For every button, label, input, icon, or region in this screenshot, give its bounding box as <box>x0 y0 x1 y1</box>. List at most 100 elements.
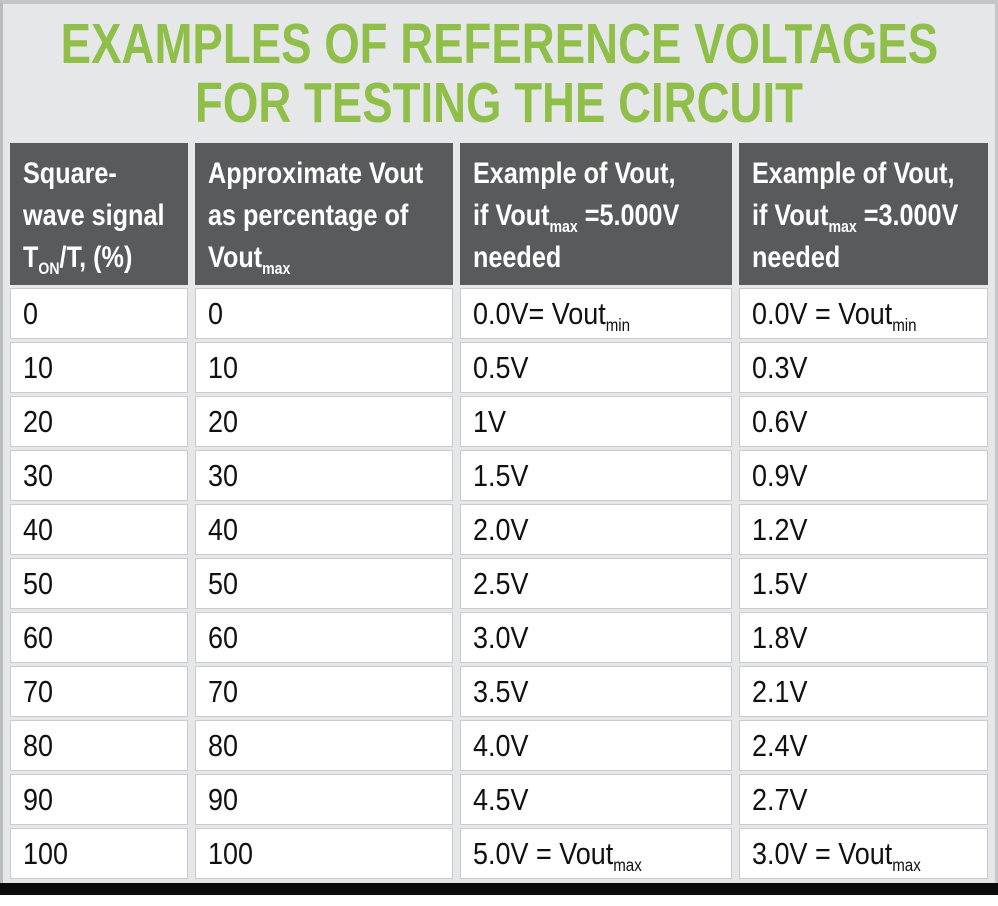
subscript: max <box>549 217 578 237</box>
table-cell: 0.6V <box>739 396 988 447</box>
column-header-4: Example of Vout, if Voutmax =3.000V needed <box>739 143 988 285</box>
subscript: min <box>892 314 917 335</box>
cell-text: 0.6V <box>752 403 808 439</box>
table-cell: 0.3V <box>739 342 988 393</box>
table-cell: 3.0V = Voutmax <box>739 828 988 879</box>
cell-text: 90 <box>208 781 239 817</box>
cell-text: 100 <box>23 835 69 871</box>
cell-text: 5.0V = Voutmax <box>473 835 642 875</box>
table-figure-frame: EXAMPLES OF REFERENCE VOLTAGES FOR TESTI… <box>0 0 998 883</box>
cell-text: 2.1V <box>752 673 808 709</box>
header-row: Square-wave signal TON/T, (%) Approximate … <box>10 143 988 285</box>
table-cell: 5.0V = Voutmax <box>460 828 732 879</box>
cell-text: 30 <box>23 457 54 493</box>
table-cell: 1V <box>460 396 732 447</box>
cell-text: 50 <box>23 565 54 601</box>
table-cell: 50 <box>10 558 188 609</box>
table-cell: 0.5V <box>460 342 732 393</box>
cell-text: 1V <box>473 403 506 439</box>
table-cell: 100 <box>10 828 188 879</box>
cell-text: 0 <box>208 295 224 331</box>
table-row: 30 30 1.5V 0.9V <box>10 450 988 501</box>
table-cell: 2.1V <box>739 666 988 717</box>
table-cell: 2.7V <box>739 774 988 825</box>
bottom-bar <box>0 883 998 895</box>
cell-text: 1.8V <box>752 619 808 655</box>
table-row: 20 20 1V 0.6V <box>10 396 988 447</box>
table-row: 10 10 0.5V 0.3V <box>10 342 988 393</box>
table-cell: 20 <box>10 396 188 447</box>
table-cell: 1.8V <box>739 612 988 663</box>
table-cell: 30 <box>10 450 188 501</box>
table-body: 0 0 0.0V= Voutmin 0.0V = Voutmin 10 10 0.5V 0.3… <box>10 288 988 879</box>
cell-text: 80 <box>208 727 239 763</box>
cell-text: 0.5V <box>473 349 529 385</box>
table-cell: 60 <box>195 612 453 663</box>
cell-text: Approximate Vout as percentage of Voutmax <box>208 157 424 279</box>
table-cell: 50 <box>195 558 453 609</box>
table-row: 100 100 5.0V = Voutmax 3.0V = Voutmax <box>10 828 988 879</box>
cell-text: 60 <box>208 619 239 655</box>
table-cell: 70 <box>10 666 188 717</box>
cell-text: 4.0V <box>473 727 529 763</box>
column-header-2: Approximate Vout as percentage of Voutmax <box>195 143 453 285</box>
table-cell: 4.5V <box>460 774 732 825</box>
cell-text: 40 <box>208 511 239 547</box>
table-cell: 0.9V <box>739 450 988 501</box>
cell-text: 20 <box>23 403 54 439</box>
table-cell: 2.0V <box>460 504 732 555</box>
table-cell: 1.5V <box>460 450 732 501</box>
subscript: ON <box>38 259 60 279</box>
cell-text: 0.0V = Voutmin <box>752 295 917 335</box>
table-cell: 0.0V = Voutmin <box>739 288 988 339</box>
cell-text: 2.4V <box>752 727 808 763</box>
figure-title-line-1: EXAMPLES OF REFERENCE VOLTAGES <box>60 12 938 76</box>
table-row: 0 0 0.0V= Voutmin 0.0V = Voutmin <box>10 288 988 339</box>
column-header-1: Square-wave signal TON/T, (%) <box>10 143 188 285</box>
cell-text: 100 <box>208 835 254 871</box>
cell-text: 2.5V <box>473 565 529 601</box>
table-cell: 4.0V <box>460 720 732 771</box>
cell-text: 90 <box>23 781 54 817</box>
table-cell: 1.2V <box>739 504 988 555</box>
bottom-margin <box>0 895 998 906</box>
table-row: 90 90 4.5V 2.7V <box>10 774 988 825</box>
table-cell: 20 <box>195 396 453 447</box>
cell-text: 0.9V <box>752 457 808 493</box>
table-cell: 0.0V= Voutmin <box>460 288 732 339</box>
table-cell: 40 <box>195 504 453 555</box>
cell-text: 1.2V <box>752 511 808 547</box>
cell-text: 1.5V <box>473 457 529 493</box>
cell-text: 20 <box>208 403 239 439</box>
cell-text: 2.0V <box>473 511 529 547</box>
table-row: 80 80 4.0V 2.4V <box>10 720 988 771</box>
table-cell: 60 <box>10 612 188 663</box>
cell-text: 80 <box>23 727 54 763</box>
subscript: max <box>828 217 857 237</box>
cell-text: Example of Vout, if Voutmax =5.000V needed <box>473 157 680 274</box>
subscript: max <box>262 259 291 279</box>
title-band: EXAMPLES OF REFERENCE VOLTAGES FOR TESTI… <box>3 4 995 140</box>
cell-text: 0.3V <box>752 349 808 385</box>
table-cell: 10 <box>10 342 188 393</box>
cell-text: 60 <box>23 619 54 655</box>
cell-text: 70 <box>23 673 54 709</box>
cell-text: 1.5V <box>752 565 808 601</box>
table-row: 60 60 3.0V 1.8V <box>10 612 988 663</box>
table-cell: 90 <box>10 774 188 825</box>
cell-text: 30 <box>208 457 239 493</box>
table-row: 40 40 2.0V 1.2V <box>10 504 988 555</box>
subscript: max <box>613 854 642 875</box>
table-cell: 2.4V <box>739 720 988 771</box>
table-row: 70 70 3.5V 2.1V <box>10 666 988 717</box>
cell-text: 40 <box>23 511 54 547</box>
table-cell: 3.0V <box>460 612 732 663</box>
cell-text: 70 <box>208 673 239 709</box>
table-cell: 0 <box>10 288 188 339</box>
cell-text: Square-wave signal TON/T, (%) <box>23 157 165 279</box>
table-cell: 80 <box>10 720 188 771</box>
table-cell: 0 <box>195 288 453 339</box>
table-cell: 10 <box>195 342 453 393</box>
figure-title-line-2: FOR TESTING THE CIRCUIT <box>194 71 803 135</box>
